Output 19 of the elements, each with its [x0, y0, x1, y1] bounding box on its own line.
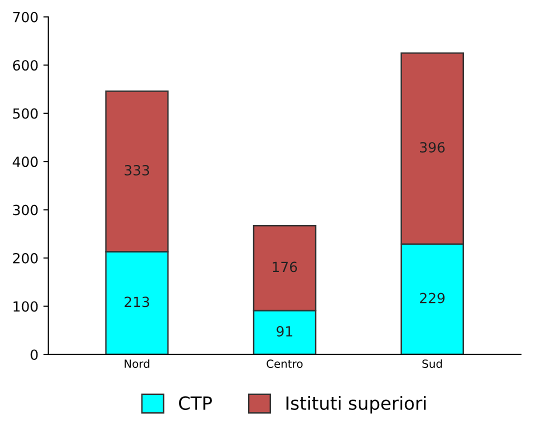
data-label: 396: [420, 142, 445, 153]
data-label: 229: [420, 292, 445, 304]
y-tick-label: 400: [12, 156, 38, 168]
y-tick-label: 700: [13, 12, 38, 22]
y-tick-label: 0: [30, 349, 38, 360]
x-tick-label: Sud: [422, 359, 442, 368]
y-tick-label: 100: [14, 301, 38, 312]
y-tick-label: 500: [13, 108, 38, 119]
data-label: 333: [124, 164, 150, 176]
y-tick-label: 200: [13, 252, 38, 264]
y-tick-label: 300: [13, 204, 38, 216]
y-tick-label: 600: [13, 60, 38, 71]
data-label: 91: [276, 326, 292, 337]
x-tick-label: Centro: [266, 360, 303, 368]
legend-label: Istituti superiori: [286, 396, 426, 414]
data-label: 176: [272, 262, 297, 272]
legend-label: CTP: [179, 396, 212, 410]
data-label: 213: [124, 296, 150, 308]
x-tick-label: Nord: [124, 359, 150, 368]
